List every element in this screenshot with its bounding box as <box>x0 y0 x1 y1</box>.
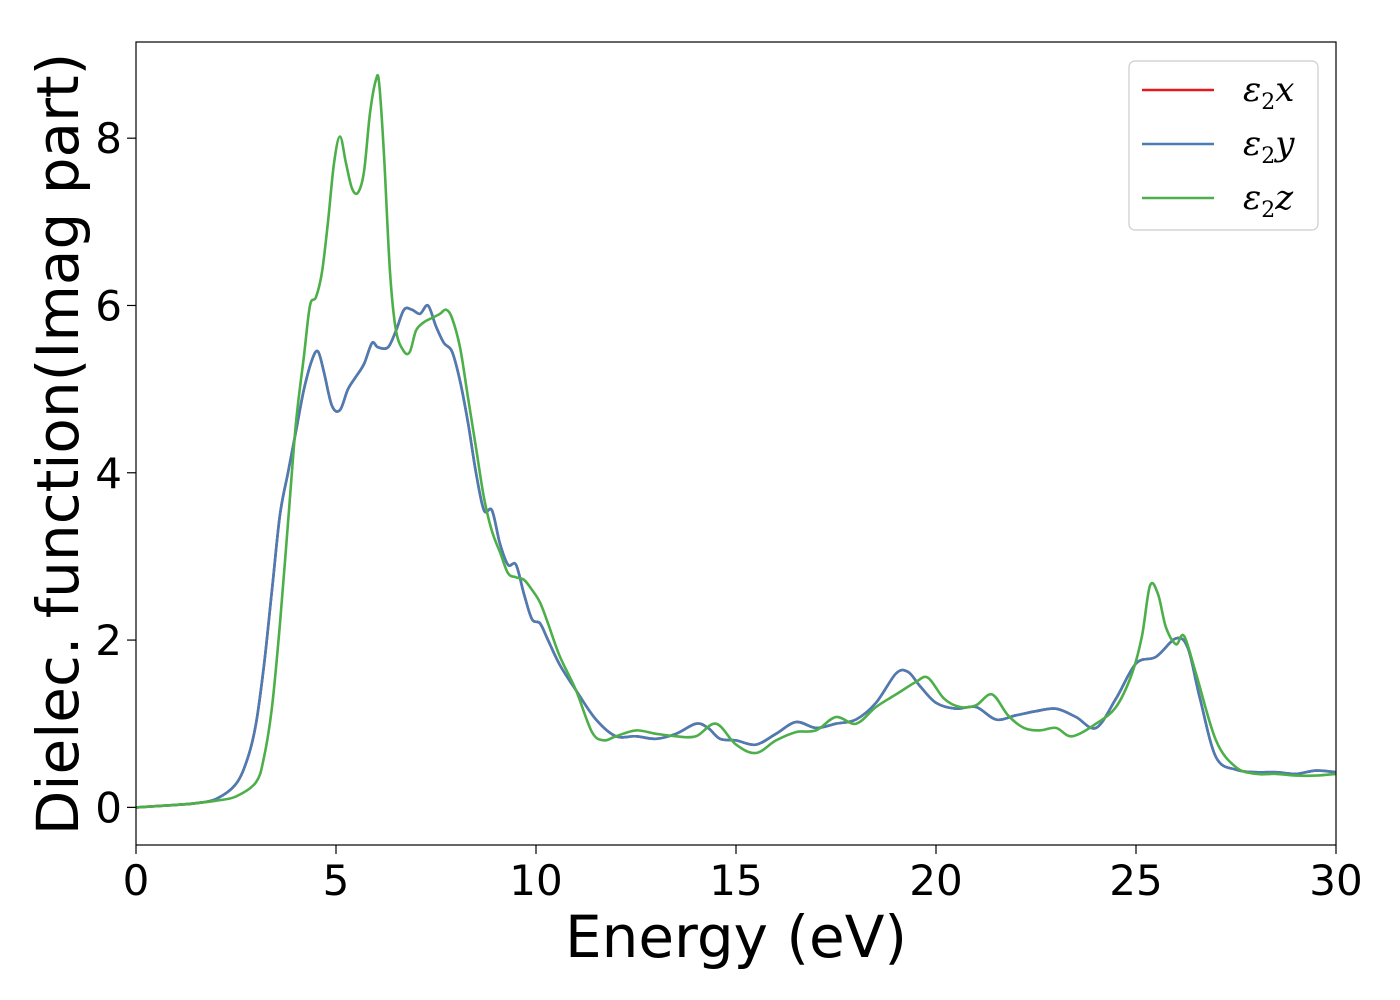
x-tick-label: 10 <box>509 856 562 905</box>
series-line-y <box>136 303 1336 809</box>
x-axis-ticks: 0 5 10 15 20 25 30 <box>123 845 1363 905</box>
series-line-x <box>136 303 1336 809</box>
x-tick-label: 0 <box>123 856 150 905</box>
y-axis-title: Dielec. function(Imag part) <box>24 53 92 836</box>
x-tick-label: 25 <box>1109 856 1162 905</box>
legend-box <box>1128 60 1319 231</box>
x-tick-label: 15 <box>709 856 762 905</box>
legend-label-z: ε2z <box>1243 178 1294 223</box>
legend-label-y: ε2y <box>1243 124 1295 169</box>
series-line-z <box>136 73 1336 809</box>
x-tick-label: 5 <box>323 856 350 905</box>
y-tick-label: 4 <box>95 449 122 498</box>
legend: ε2x ε2y ε2z <box>1128 60 1319 231</box>
x-axis-title: Energy (eV) <box>565 903 907 971</box>
legend-label-x: ε2x <box>1243 70 1294 115</box>
x-tick-label: 30 <box>1309 856 1362 905</box>
y-tick-label: 2 <box>95 616 122 665</box>
series-layer <box>136 73 1336 809</box>
x-tick-label: 20 <box>909 856 962 905</box>
y-axis-ticks: 0 2 4 6 8 <box>95 114 136 832</box>
y-tick-label: 8 <box>95 114 122 163</box>
y-tick-label: 0 <box>95 783 122 832</box>
y-tick-label: 6 <box>95 281 122 330</box>
legend-entries: ε2x ε2y ε2z <box>1142 70 1295 223</box>
